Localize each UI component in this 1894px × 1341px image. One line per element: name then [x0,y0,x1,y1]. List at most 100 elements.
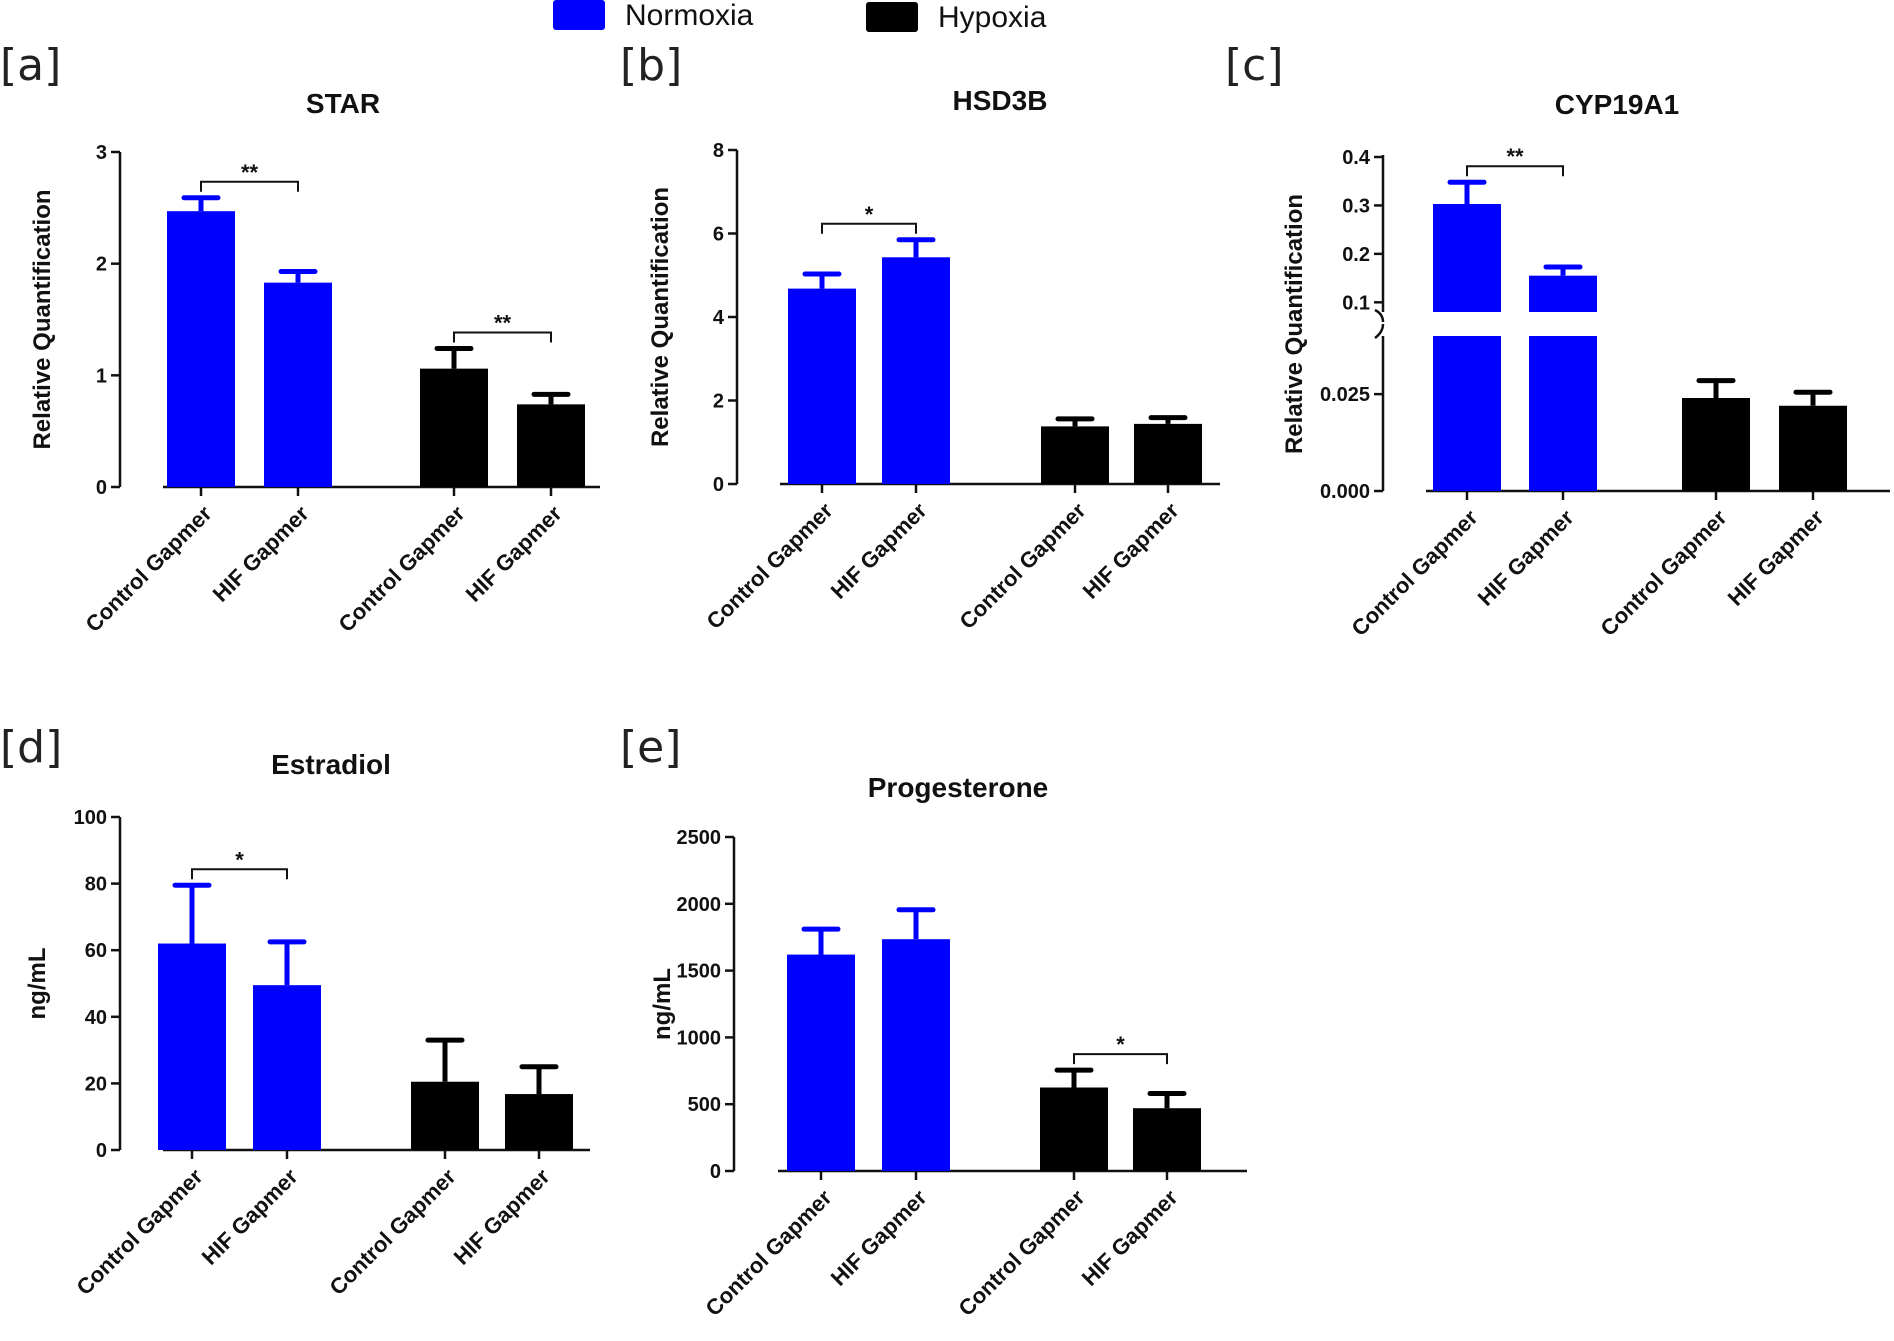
x-category-label: HIF Gapmer [1077,1185,1183,1291]
chart-panel-progesterone: [e] Progesterone ng/mL 0 500 1000 1500 2000 2500… [620,722,1247,1321]
x-category-label: HIF Gapmer [1473,505,1579,611]
legend: Normoxia Hypoxia [553,0,1047,34]
panel-label: [b] [620,40,682,91]
x-category-label: HIF Gapmer [1723,505,1829,611]
y-tick-label: 0.1 [1342,292,1370,314]
bar [1133,1108,1201,1171]
significance-bracket [453,331,552,343]
y-tick-label: 0 [710,1161,721,1183]
panel-label: [c] [1225,40,1284,91]
legend-label-hypoxia: Hypoxia [938,1,1047,34]
y-tick-label: 0.3 [1342,195,1370,217]
chart-panel-estradiol: [d] Estradiol ng/mL 0 20 40 60 80 100 Control Gap… [0,722,590,1300]
legend-swatch-hypoxia [866,2,918,32]
bar [505,1094,573,1150]
significance-bracket [821,222,917,234]
x-category-label: HIF Gapmer [208,501,314,607]
chart-panel-star: [a] STAR Relative Quantification 0 1 2 3 Contro… [0,40,600,637]
x-category-label: Control Gapmer [1595,505,1731,641]
chart-title: HSD3B [953,85,1048,116]
x-category-label: HIF Gapmer [1078,498,1184,604]
y-tick-label: 0.025 [1320,384,1370,406]
x-category-label: Control Gapmer [333,501,469,637]
y-tick-label: 3 [96,142,107,164]
y-tick-label: 0 [96,1140,107,1162]
bar [1041,426,1109,484]
significance-bracket [1466,165,1564,177]
significance-label: ** [494,311,512,336]
significance-bracket [191,868,288,880]
bar [1682,398,1750,491]
x-category-label: HIF Gapmer [449,1164,555,1270]
bar [1134,423,1202,484]
significance-label: * [865,202,874,227]
x-category-label: HIF Gapmer [461,501,567,607]
y-tick-label: 0.2 [1342,244,1370,266]
y-tick-label: 2500 [677,827,722,849]
x-category-label: HIF Gapmer [826,498,932,604]
y-tick-label: 6 [713,224,724,246]
significance-label: ** [1506,144,1524,169]
legend-label-normoxia: Normoxia [625,0,754,32]
chart-title: STAR [306,88,380,119]
x-category-label: HIF Gapmer [197,1164,303,1270]
y-tick-label: 1 [96,365,107,387]
axis-break-mark [1374,323,1385,339]
chart-title: Progesterone [868,772,1049,803]
legend-swatch-normoxia [553,0,605,30]
y-tick-label: 0.4 [1342,147,1371,169]
y-tick-label: 2 [713,391,724,413]
significance-label: * [235,847,244,872]
y-tick-label: 100 [74,807,107,829]
bar [882,257,950,484]
significance-bracket [1073,1053,1168,1065]
y-axis-label: Relative Quantification [647,187,674,447]
y-tick-label: 2 [96,254,107,276]
y-tick-label: 0 [96,477,107,499]
y-tick-label: 0 [713,474,724,496]
chart-title: Estradiol [271,749,391,780]
x-category-label: Control Gapmer [954,498,1090,634]
y-tick-label: 20 [85,1073,107,1095]
chart-panel-hsd3b: [b] HSD3B Relative Quantification 0 2 4 6 8 Cont… [620,40,1220,634]
axis-break-band [1393,312,1890,336]
significance-label: * [1116,1032,1125,1057]
y-tick-label: 60 [85,940,107,962]
bar [411,1081,479,1150]
bar [1779,405,1847,491]
x-category-label: Control Gapmer [700,1185,836,1321]
y-tick-label: 500 [688,1094,721,1116]
significance-bracket [200,180,299,192]
bar [882,939,950,1171]
chart-title: CYP19A1 [1555,89,1680,120]
significance-label: ** [241,160,259,185]
y-tick-label: 0.000 [1320,481,1370,503]
panel-label: [a] [0,40,61,91]
bar [1040,1087,1108,1171]
y-axis-label: ng/mL [649,968,676,1040]
bar [167,211,235,487]
y-tick-label: 4 [713,307,725,329]
bar [1529,275,1597,491]
y-axis-label: ng/mL [24,948,51,1020]
y-tick-label: 1500 [677,961,722,983]
bar [420,368,488,487]
y-tick-label: 80 [85,874,107,896]
x-category-label: Control Gapmer [324,1164,460,1300]
chart-panel-cyp19a1: [c] CYP19A1 Relative Quantification 0.000 0.… [1225,40,1890,641]
y-tick-label: 40 [85,1007,107,1029]
panel-label: [e] [620,722,681,773]
y-tick-label: 1000 [677,1027,722,1049]
bar [253,985,321,1150]
x-category-label: HIF Gapmer [826,1185,932,1291]
x-category-label: Control Gapmer [701,498,837,634]
x-category-label: Control Gapmer [80,501,216,637]
x-category-label: Control Gapmer [953,1185,1089,1321]
y-axis-label: Relative Quantification [1281,194,1308,454]
y-tick-label: 2000 [677,894,722,916]
x-category-label: Control Gapmer [1346,505,1482,641]
bar [517,404,585,487]
x-category-label: Control Gapmer [71,1164,207,1300]
y-axis-label: Relative Quantification [29,189,56,449]
